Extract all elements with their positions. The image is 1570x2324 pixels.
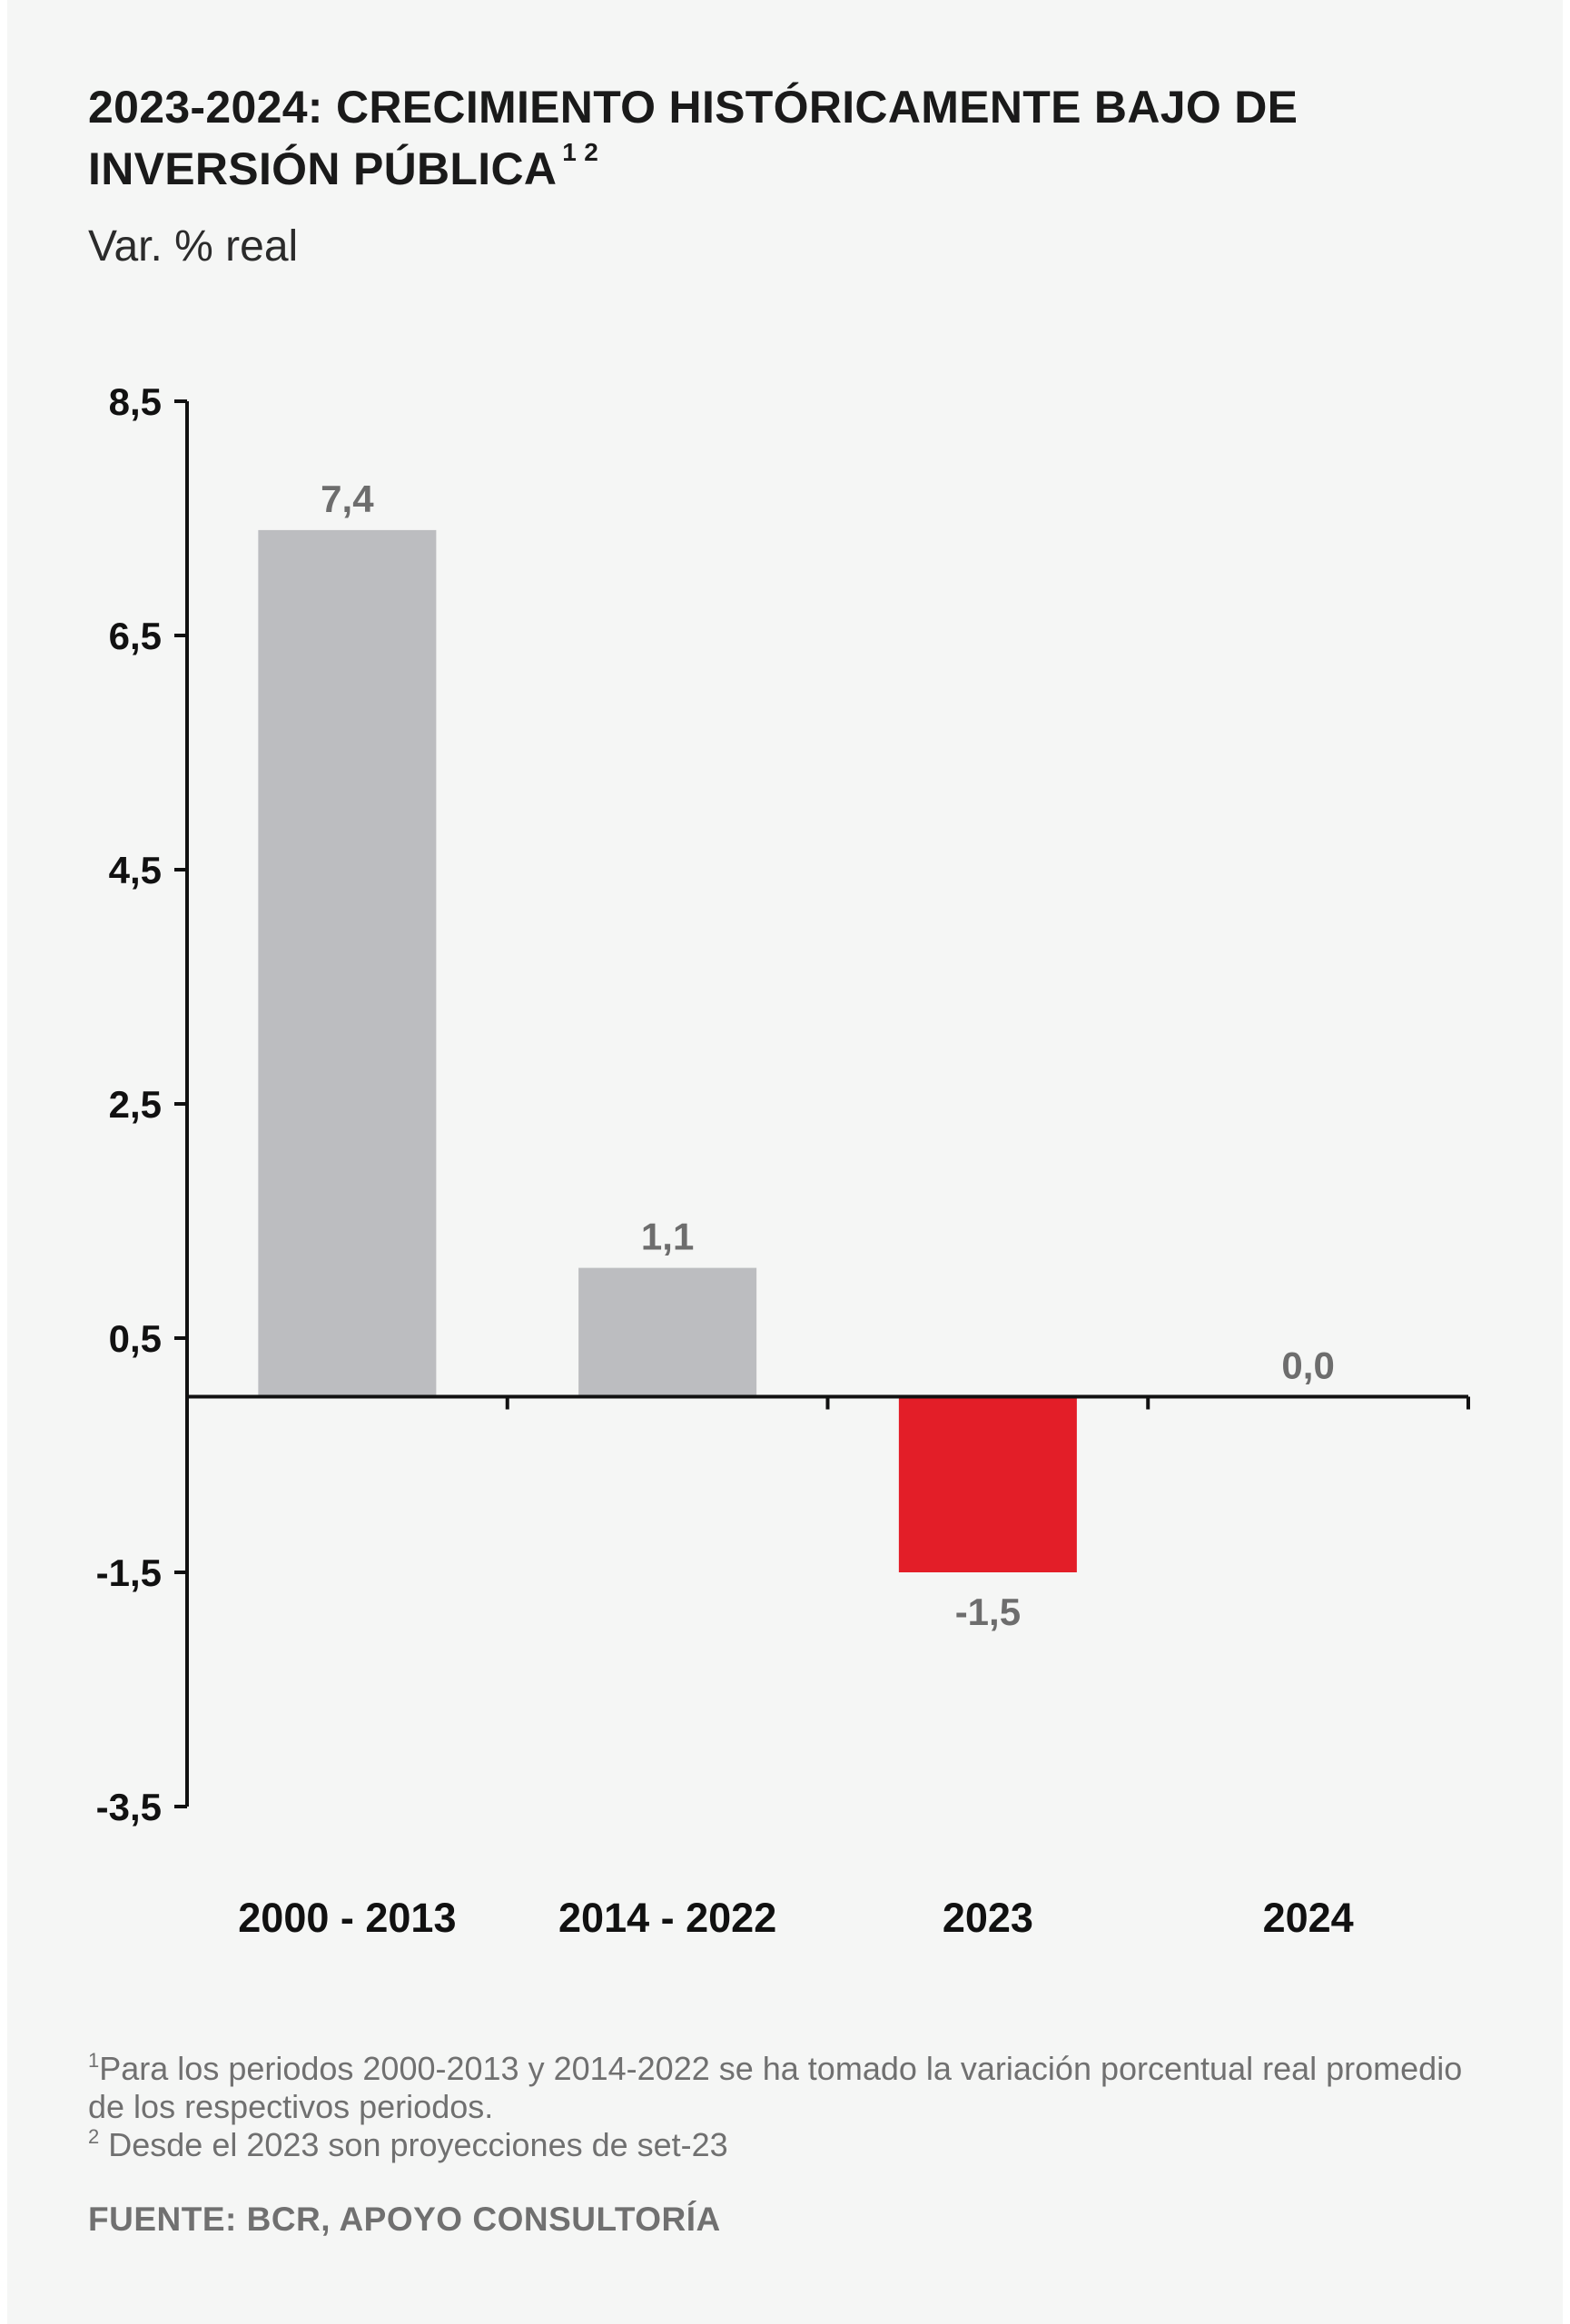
footnote-2: 2 Desde el 2023 son proyecciones de set-… — [88, 2126, 1505, 2164]
bar-0 — [258, 529, 437, 1397]
bar-1 — [578, 1267, 757, 1397]
source-note: FUENTE: BCR, APOYO CONSULTORÍA — [88, 2201, 721, 2238]
y-tick-label-6: -3,5 — [96, 1786, 162, 1828]
value-label-3: 0,0 — [1281, 1344, 1334, 1387]
y-tick-label-1: 6,5 — [109, 615, 162, 657]
footnotes: 1Para los periodos 2000-2013 y 2014-2022… — [88, 2050, 1505, 2164]
chart-title-text: 2023-2024: CRECIMIENTO HISTÓRICAMENTE BA… — [88, 82, 1298, 194]
footnote-2-text: Desde el 2023 son proyecciones de set-23 — [99, 2126, 728, 2163]
value-label-2: -1,5 — [955, 1590, 1021, 1633]
category-label-1: 2014 - 2022 — [558, 1895, 776, 1941]
y-tick-label-2: 4,5 — [109, 849, 162, 891]
footnote-1-text: Para los periodos 2000-2013 y 2014-2022 … — [88, 2050, 1463, 2125]
category-label-2: 2023 — [943, 1895, 1033, 1941]
y-tick-label-5: -1,5 — [96, 1551, 162, 1594]
y-tick-label-3: 2,5 — [109, 1083, 162, 1126]
value-label-1: 1,1 — [641, 1216, 694, 1258]
y-tick-label-4: 0,5 — [109, 1317, 162, 1360]
footnote-2-marker: 2 — [88, 2125, 100, 2148]
bar-chart: 7,4 2000 - 2013 1,1 2014 - 2022 -1,5 2023 0,0 2… — [96, 380, 1470, 1941]
title-superscript: 1 2 — [562, 138, 599, 166]
value-label-0: 7,4 — [321, 478, 374, 520]
bar-2 — [898, 1396, 1077, 1572]
chart-title: 2023-2024: CRECIMIENTO HISTÓRICAMENTE BA… — [88, 76, 1505, 200]
category-label-0: 2000 - 2013 — [238, 1895, 456, 1941]
footnote-1: 1Para los periodos 2000-2013 y 2014-2022… — [88, 2050, 1505, 2126]
category-label-3: 2024 — [1263, 1895, 1354, 1941]
y-tick-label-0: 8,5 — [109, 380, 162, 423]
footnote-1-marker: 1 — [88, 2049, 100, 2072]
chart-subtitle: Var. % real — [88, 222, 299, 271]
